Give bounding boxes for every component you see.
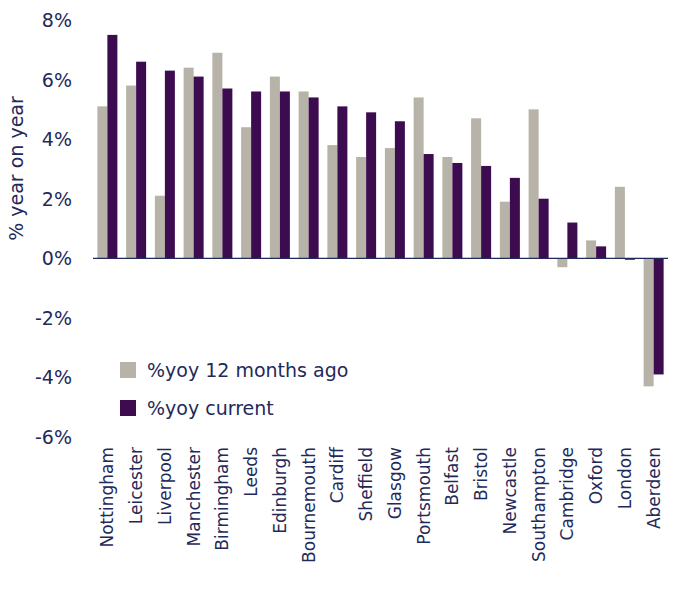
x-tick-label: Manchester [184, 447, 204, 546]
x-tick-label: Newcastle [500, 447, 520, 535]
x-tick-label: Sheffield [356, 447, 376, 521]
bar [510, 178, 520, 258]
bar [567, 223, 577, 259]
bar [481, 166, 491, 258]
x-tick-label: Bristol [471, 447, 491, 501]
bar [299, 91, 309, 258]
bar [155, 196, 165, 259]
bar [337, 106, 347, 258]
x-tick-label: Portsmouth [414, 447, 434, 545]
y-tick-label: -6% [35, 426, 72, 448]
bar [184, 68, 194, 259]
bar [212, 53, 222, 259]
bar [654, 258, 664, 374]
bar [471, 118, 481, 258]
legend-label: %yoy 12 months ago [147, 359, 348, 381]
bar [586, 240, 596, 258]
x-tick-label: Bournemouth [299, 447, 319, 563]
bar [500, 202, 510, 259]
bar [414, 97, 424, 258]
bar [395, 121, 405, 258]
bars [97, 35, 663, 386]
y-tick-label: 6% [42, 69, 72, 91]
bar [136, 62, 146, 259]
baseline [93, 258, 668, 259]
bar [107, 35, 117, 258]
x-tick-label: Cardiff [327, 446, 347, 503]
bar [385, 148, 395, 258]
bar [366, 112, 376, 258]
y-axis-label: % year on year [5, 96, 27, 241]
bar [270, 77, 280, 259]
bar [356, 157, 366, 258]
bar [442, 157, 452, 258]
x-tick-label: Birmingham [212, 447, 232, 551]
chart: -6% -4% -2% 0% 2% 4% 6% 8% % year on year Notting… [0, 0, 675, 601]
bar [251, 91, 261, 258]
x-tick-label: Leeds [241, 447, 261, 497]
bar [596, 246, 606, 258]
bar [194, 77, 204, 259]
x-tick-label: Southampton [529, 447, 549, 562]
bar [165, 71, 175, 259]
y-tick-label: 8% [42, 9, 72, 31]
x-tick-label: Leicester [126, 447, 146, 524]
bar [97, 106, 107, 258]
x-tick-label: Belfast [442, 447, 462, 506]
legend-swatch [120, 400, 136, 416]
y-tick-label: 4% [42, 128, 72, 150]
x-tick-label: Nottingham [97, 447, 117, 548]
y-tick-label: 2% [42, 188, 72, 210]
bar [309, 97, 319, 258]
bar [424, 154, 434, 258]
x-tick-label: Cambridge [557, 447, 577, 540]
y-tick-label: -2% [35, 307, 72, 329]
x-tick-label: Edinburgh [270, 447, 290, 534]
bar [615, 187, 625, 258]
bar [452, 163, 462, 258]
bar [529, 109, 539, 258]
y-tick-label: -4% [35, 366, 72, 388]
bar [126, 86, 136, 259]
bar [327, 145, 337, 258]
x-tick-label: London [615, 447, 635, 509]
bar [241, 127, 251, 258]
bar [557, 258, 567, 267]
bar [644, 258, 654, 386]
bar [539, 199, 549, 259]
x-tick-label: Liverpool [155, 447, 175, 525]
x-tick-label: Glasgow [385, 447, 405, 519]
y-tick-label: 0% [42, 247, 72, 269]
legend-label: %yoy current [147, 397, 274, 419]
x-tick-label: Oxford [586, 447, 606, 504]
x-tick-label: Aberdeen [644, 447, 664, 529]
legend-swatch [120, 362, 136, 378]
bar [222, 89, 232, 259]
bar [280, 91, 290, 258]
